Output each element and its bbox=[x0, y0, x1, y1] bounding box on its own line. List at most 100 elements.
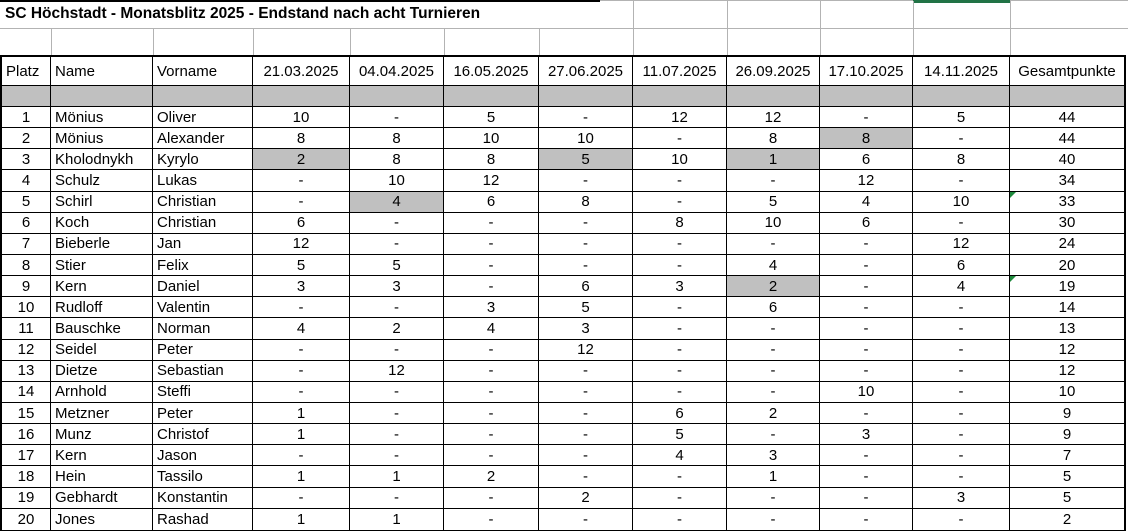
cell-name[interactable]: Koch bbox=[51, 212, 153, 234]
cell-score[interactable]: 12 bbox=[444, 170, 539, 192]
cell-score[interactable]: 8 bbox=[350, 149, 444, 171]
cell-score[interactable]: - bbox=[727, 360, 820, 382]
cell-gesamtpunkte[interactable]: 14 bbox=[1010, 297, 1124, 319]
cell-score[interactable]: 5 bbox=[913, 107, 1010, 129]
cell-score[interactable]: 4 bbox=[820, 191, 913, 213]
cell-score[interactable]: 1 bbox=[350, 508, 444, 530]
cell-score[interactable]: - bbox=[633, 297, 727, 319]
spacer-cell[interactable] bbox=[820, 86, 913, 107]
column-header-name[interactable]: Name bbox=[51, 57, 153, 86]
cell-gesamtpunkte[interactable]: 9 bbox=[1010, 402, 1124, 425]
cell-vorname[interactable]: Christian bbox=[153, 212, 253, 234]
cell-score[interactable]: 5 bbox=[539, 149, 633, 171]
cell-name[interactable]: Seidel bbox=[51, 339, 153, 361]
cell-platz[interactable]: 20 bbox=[2, 508, 51, 530]
column-header-17-10-2025[interactable]: 17.10.2025 bbox=[820, 57, 913, 86]
cell-score[interactable]: - bbox=[913, 508, 1010, 530]
cell-platz[interactable]: 5 bbox=[2, 191, 51, 213]
spacer-cell[interactable] bbox=[633, 86, 727, 107]
cell-score[interactable]: 5 bbox=[350, 254, 444, 277]
cell-gesamtpunkte[interactable]: 19 bbox=[1010, 276, 1124, 298]
cell-score[interactable]: 1 bbox=[350, 466, 444, 488]
cell-score[interactable]: 2 bbox=[539, 487, 633, 509]
cell-platz[interactable]: 3 bbox=[2, 149, 51, 171]
cell-name[interactable]: Hein bbox=[51, 466, 153, 488]
cell-score[interactable]: - bbox=[633, 170, 727, 192]
cell-name[interactable]: Mönius bbox=[51, 107, 153, 129]
spacer-cell[interactable] bbox=[253, 86, 350, 107]
cell-name[interactable]: Mönius bbox=[51, 128, 153, 150]
cell-score[interactable]: - bbox=[633, 466, 727, 488]
cell-score[interactable]: 12 bbox=[727, 107, 820, 129]
cell-gesamtpunkte[interactable]: 7 bbox=[1010, 445, 1124, 467]
cell-name[interactable]: Kholodnykh bbox=[51, 149, 153, 171]
cell-gesamtpunkte[interactable]: 44 bbox=[1010, 128, 1124, 150]
cell-score[interactable]: - bbox=[350, 107, 444, 129]
cell-score[interactable]: 3 bbox=[253, 276, 350, 298]
cell-gesamtpunkte[interactable]: 33 bbox=[1010, 191, 1124, 213]
spacer-cell[interactable] bbox=[2, 86, 51, 107]
cell-gesamtpunkte[interactable]: 24 bbox=[1010, 233, 1124, 255]
cell-score[interactable]: 8 bbox=[253, 128, 350, 150]
column-header-04-04-2025[interactable]: 04.04.2025 bbox=[350, 57, 444, 86]
cell-score[interactable]: - bbox=[350, 381, 444, 403]
cell-vorname[interactable]: Jason bbox=[153, 445, 253, 467]
cell-gesamtpunkte[interactable]: 34 bbox=[1010, 170, 1124, 192]
cell-score[interactable]: - bbox=[913, 318, 1010, 340]
cell-score[interactable]: - bbox=[253, 339, 350, 361]
cell-score[interactable]: - bbox=[633, 254, 727, 277]
cell-score[interactable]: - bbox=[820, 508, 913, 530]
cell-score[interactable]: 5 bbox=[539, 297, 633, 319]
cell-vorname[interactable]: Alexander bbox=[153, 128, 253, 150]
cell-score[interactable]: - bbox=[444, 445, 539, 467]
cell-vorname[interactable]: Peter bbox=[153, 339, 253, 361]
cell-name[interactable]: Gebhardt bbox=[51, 487, 153, 509]
spacer-cell[interactable] bbox=[350, 86, 444, 107]
spacer-cell[interactable] bbox=[444, 86, 539, 107]
cell-score[interactable]: 5 bbox=[444, 107, 539, 129]
cell-name[interactable]: Metzner bbox=[51, 402, 153, 425]
cell-score[interactable]: - bbox=[913, 212, 1010, 234]
cell-vorname[interactable]: Sebastian bbox=[153, 360, 253, 382]
cell-score[interactable]: 1 bbox=[253, 466, 350, 488]
column-header-14-11-2025[interactable]: 14.11.2025 bbox=[913, 57, 1010, 86]
spacer-cell[interactable] bbox=[539, 86, 633, 107]
cell-score[interactable]: - bbox=[820, 297, 913, 319]
cell-score[interactable]: - bbox=[350, 339, 444, 361]
cell-score[interactable]: 10 bbox=[727, 212, 820, 234]
cell-name[interactable]: Kern bbox=[51, 445, 153, 467]
cell-score[interactable]: 8 bbox=[350, 128, 444, 150]
cell-score[interactable]: - bbox=[444, 254, 539, 277]
cell-score[interactable]: - bbox=[253, 170, 350, 192]
cell-vorname[interactable]: Rashad bbox=[153, 508, 253, 530]
cell-score[interactable]: - bbox=[727, 381, 820, 403]
cell-score[interactable]: - bbox=[253, 445, 350, 467]
cell-score[interactable]: - bbox=[539, 466, 633, 488]
cell-score[interactable]: 10 bbox=[350, 170, 444, 192]
cell-vorname[interactable]: Lukas bbox=[153, 170, 253, 192]
cell-score[interactable]: - bbox=[633, 339, 727, 361]
cell-score[interactable]: - bbox=[444, 339, 539, 361]
cell-gesamtpunkte[interactable]: 5 bbox=[1010, 487, 1124, 509]
cell-score[interactable]: 3 bbox=[727, 445, 820, 467]
cell-score[interactable]: - bbox=[633, 318, 727, 340]
cell-vorname[interactable]: Jan bbox=[153, 233, 253, 255]
cell-score[interactable]: 10 bbox=[913, 191, 1010, 213]
cell-score[interactable]: - bbox=[820, 466, 913, 488]
cell-score[interactable]: - bbox=[820, 360, 913, 382]
cell-name[interactable]: Bauschke bbox=[51, 318, 153, 340]
cell-score[interactable]: - bbox=[253, 487, 350, 509]
cell-score[interactable]: - bbox=[350, 297, 444, 319]
cell-score[interactable]: - bbox=[913, 381, 1010, 403]
cell-vorname[interactable]: Felix bbox=[153, 254, 253, 277]
spacer-cell[interactable] bbox=[1010, 86, 1124, 107]
cell-gesamtpunkte[interactable]: 44 bbox=[1010, 107, 1124, 129]
cell-vorname[interactable]: Konstantin bbox=[153, 487, 253, 509]
cell-score[interactable]: - bbox=[350, 233, 444, 255]
cell-score[interactable]: 8 bbox=[913, 149, 1010, 171]
cell-score[interactable]: - bbox=[539, 254, 633, 277]
cell-score[interactable]: 3 bbox=[444, 297, 539, 319]
cell-score[interactable]: - bbox=[633, 191, 727, 213]
cell-score[interactable]: - bbox=[539, 402, 633, 425]
cell-name[interactable]: Schulz bbox=[51, 170, 153, 192]
